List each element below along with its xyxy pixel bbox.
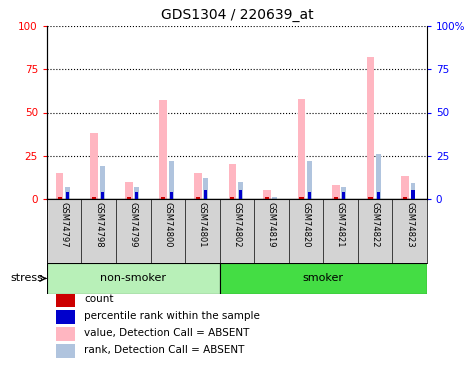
Bar	[169, 161, 174, 199]
Bar	[127, 197, 131, 199]
Bar	[135, 192, 138, 199]
Bar	[272, 197, 277, 199]
Text: value, Detection Call = ABSENT: value, Detection Call = ABSENT	[84, 328, 250, 338]
Bar	[377, 192, 380, 199]
Bar	[230, 197, 234, 199]
Text: GSM74800: GSM74800	[163, 202, 172, 248]
Text: GSM74820: GSM74820	[302, 202, 310, 248]
Bar	[376, 154, 381, 199]
Bar	[298, 99, 305, 199]
Bar	[367, 57, 374, 199]
Bar	[228, 164, 236, 199]
Bar	[170, 192, 173, 199]
Bar	[219, 262, 427, 294]
Bar	[58, 197, 62, 199]
Bar	[161, 197, 166, 199]
Text: GSM74802: GSM74802	[232, 202, 242, 248]
Bar	[299, 197, 303, 199]
Bar	[263, 190, 271, 199]
Text: smoker: smoker	[303, 273, 344, 284]
Text: GSM74822: GSM74822	[371, 202, 379, 248]
Bar	[411, 190, 415, 199]
Bar	[239, 190, 242, 199]
Text: GSM74797: GSM74797	[60, 202, 68, 248]
Text: stress: stress	[11, 273, 44, 284]
Bar	[204, 178, 208, 199]
Bar	[403, 197, 407, 199]
Bar	[56, 173, 63, 199]
Text: rank, Detection Call = ABSENT: rank, Detection Call = ABSENT	[84, 345, 245, 354]
Bar	[342, 192, 346, 199]
Bar	[265, 197, 269, 199]
Bar	[332, 185, 340, 199]
Text: GSM74798: GSM74798	[94, 202, 103, 248]
Bar	[410, 183, 416, 199]
Bar	[56, 310, 75, 324]
Title: GDS1304 / 220639_at: GDS1304 / 220639_at	[160, 9, 313, 22]
Bar	[369, 197, 372, 199]
Bar	[65, 187, 70, 199]
Bar	[238, 182, 243, 199]
Bar	[194, 173, 202, 199]
Text: count: count	[84, 294, 114, 304]
Bar	[56, 344, 75, 358]
Bar	[196, 197, 200, 199]
Text: GSM74819: GSM74819	[267, 202, 276, 248]
Bar	[56, 327, 75, 341]
Bar	[401, 176, 409, 199]
Text: GSM74823: GSM74823	[405, 202, 414, 248]
Bar	[66, 192, 69, 199]
Bar	[100, 166, 105, 199]
Bar	[125, 182, 133, 199]
Bar	[334, 197, 338, 199]
Text: GSM74801: GSM74801	[198, 202, 207, 248]
Bar	[56, 294, 75, 308]
Bar	[91, 133, 98, 199]
Bar	[159, 100, 167, 199]
Text: GSM74799: GSM74799	[129, 202, 138, 248]
Text: non-smoker: non-smoker	[100, 273, 166, 284]
Bar	[307, 161, 312, 199]
Text: GSM74821: GSM74821	[336, 202, 345, 248]
Bar	[92, 197, 96, 199]
Bar	[341, 187, 346, 199]
Bar	[134, 187, 139, 199]
Bar	[100, 192, 104, 199]
Text: percentile rank within the sample: percentile rank within the sample	[84, 311, 260, 321]
Bar	[308, 192, 311, 199]
Bar	[204, 190, 207, 199]
Bar	[47, 262, 219, 294]
